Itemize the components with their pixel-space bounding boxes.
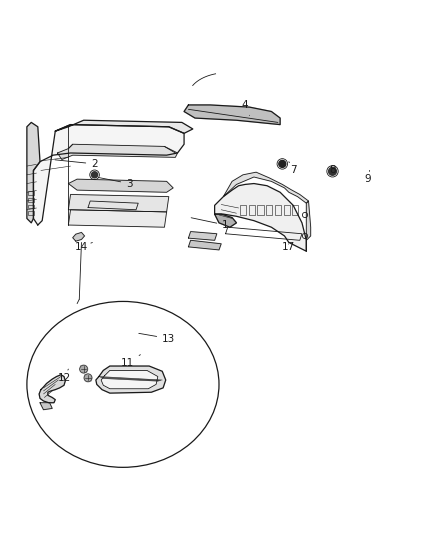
- Bar: [249, 205, 255, 215]
- Bar: [258, 205, 264, 215]
- Polygon shape: [55, 120, 193, 133]
- Bar: [28, 191, 34, 195]
- Polygon shape: [184, 105, 280, 125]
- Bar: [284, 205, 290, 215]
- Polygon shape: [27, 123, 40, 223]
- Polygon shape: [68, 195, 169, 212]
- Polygon shape: [188, 240, 221, 250]
- Circle shape: [92, 172, 98, 178]
- Text: 17: 17: [282, 242, 296, 252]
- Circle shape: [84, 374, 92, 382]
- Text: 4: 4: [242, 100, 249, 116]
- Text: 11: 11: [121, 354, 141, 368]
- Text: 3: 3: [99, 177, 133, 189]
- Polygon shape: [215, 214, 237, 227]
- Circle shape: [279, 160, 286, 167]
- Polygon shape: [223, 172, 308, 203]
- Polygon shape: [40, 403, 52, 410]
- Polygon shape: [68, 210, 166, 227]
- Circle shape: [328, 167, 336, 175]
- Circle shape: [80, 365, 88, 373]
- Polygon shape: [57, 144, 177, 159]
- Bar: [28, 198, 34, 202]
- Text: 13: 13: [139, 333, 175, 344]
- Text: 7: 7: [289, 161, 297, 175]
- Bar: [266, 205, 272, 215]
- Text: 2: 2: [55, 159, 98, 169]
- Text: 14: 14: [75, 242, 92, 252]
- Polygon shape: [73, 232, 85, 241]
- Text: 1: 1: [191, 218, 229, 230]
- Polygon shape: [96, 366, 166, 393]
- Polygon shape: [33, 125, 184, 225]
- Polygon shape: [306, 201, 311, 251]
- Text: 9: 9: [364, 171, 371, 184]
- Bar: [292, 205, 298, 215]
- Bar: [28, 205, 34, 208]
- Bar: [240, 205, 246, 215]
- Bar: [28, 211, 34, 215]
- Text: 8: 8: [329, 165, 336, 175]
- Text: 12: 12: [57, 369, 71, 383]
- Polygon shape: [68, 179, 173, 192]
- Bar: [275, 205, 281, 215]
- Polygon shape: [188, 231, 217, 240]
- Polygon shape: [39, 375, 65, 403]
- Polygon shape: [215, 183, 306, 251]
- Polygon shape: [101, 370, 158, 389]
